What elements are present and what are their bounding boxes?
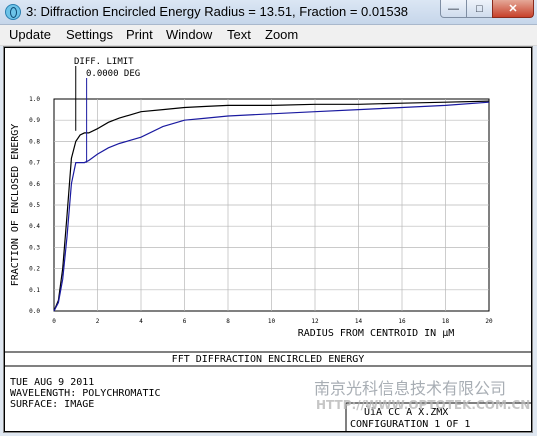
- x-tick-label: 18: [442, 318, 450, 325]
- menu-text[interactable]: Text: [227, 27, 251, 42]
- x-tick-label: 16: [398, 318, 406, 325]
- file-name: ÙïA CC A X.ZMX: [364, 405, 448, 418]
- y-tick-label: 0.4: [29, 223, 40, 230]
- y-tick-label: 0.0: [29, 308, 40, 315]
- maximize-icon: □: [476, 2, 483, 15]
- y-tick-label: 0.5: [29, 202, 40, 209]
- x-tick-label: 10: [268, 318, 276, 325]
- minimize-icon: —: [448, 2, 459, 15]
- x-tick-label: 0: [52, 318, 56, 325]
- field-label: 0.0000 DEG: [86, 69, 140, 79]
- y-tick-label: 0.8: [29, 138, 40, 145]
- y-tick-label: 0.3: [29, 244, 40, 251]
- menubar: Update Settings Print Window Text Zoom: [0, 25, 537, 46]
- diff-limit-label: DIFF. LIMIT: [74, 57, 134, 67]
- encircled-energy-plot: 0 2 4 6 8 10 12 14 16 18 20 0.0 0.1 0.2 0.3 0.4 0.5 0.6 0.…: [4, 47, 532, 432]
- window-titlebar: 3: Diffraction Encircled Energy Radius =…: [0, 0, 537, 25]
- y-axis-label: FRACTION OF ENCLOSED ENERGY: [10, 124, 21, 287]
- y-tick-label: 0.1: [29, 287, 40, 294]
- series-line-2: [53, 101, 490, 312]
- info-surface: SURFACE: IMAGE: [10, 399, 94, 410]
- x-tick-label: 14: [355, 318, 363, 325]
- series-lines: [53, 100, 490, 312]
- x-tick-label: 4: [139, 318, 143, 325]
- plot-frame: [4, 47, 532, 432]
- footer-title: FFT DIFFRACTION ENCIRCLED ENERGY: [172, 354, 365, 365]
- watermark-url: HTTP://WWW.OPTOTEK.COM.CN: [316, 398, 531, 412]
- series-line-1: [53, 100, 490, 312]
- menu-window[interactable]: Window: [166, 27, 213, 42]
- x-tick-label: 8: [226, 318, 230, 325]
- tick-labels: 0 2 4 6 8 10 12 14 16 18 20 0.0 0.1 0.2 0.3 0.4 0.5 0.6 0.…: [29, 96, 493, 325]
- x-tick-label: 2: [96, 318, 100, 325]
- minimize-button[interactable]: —: [440, 0, 467, 18]
- y-tick-label: 0.6: [29, 181, 40, 188]
- x-tick-label: 6: [183, 318, 187, 325]
- x-tick-label: 20: [485, 318, 493, 325]
- y-tick-label: 0.2: [29, 266, 40, 273]
- close-icon: ✕: [508, 3, 518, 15]
- watermark-company: 南京光科信息技术有限公司: [314, 381, 507, 398]
- menu-settings[interactable]: Settings: [66, 27, 113, 42]
- plot-window: 0 2 4 6 8 10 12 14 16 18 20 0.0 0.1 0.2 0.3 0.4 0.5 0.6 0.…: [3, 46, 533, 433]
- maximize-button[interactable]: □: [466, 0, 493, 18]
- config-info: CONFIGURATION 1 OF 1: [350, 419, 470, 430]
- menu-print[interactable]: Print: [126, 27, 153, 42]
- info-date: TUE AUG 9 2011: [10, 377, 94, 388]
- info-wavelength: WAVELENGTH: POLYCHROMATIC: [10, 388, 161, 399]
- x-axis-label: RADIUS FROM CENTROID IN µM: [298, 328, 455, 339]
- menu-update[interactable]: Update: [9, 27, 51, 42]
- grid-lines: [53, 98, 490, 312]
- y-tick-label: 0.9: [29, 117, 40, 124]
- y-tick-label: 0.7: [29, 160, 40, 167]
- window-title: 3: Diffraction Encircled Energy Radius =…: [26, 4, 409, 19]
- y-tick-label: 1.0: [29, 96, 40, 103]
- app-icon: [5, 4, 21, 20]
- x-tick-label: 12: [311, 318, 319, 325]
- close-button[interactable]: ✕: [492, 0, 534, 18]
- menu-zoom[interactable]: Zoom: [265, 27, 299, 42]
